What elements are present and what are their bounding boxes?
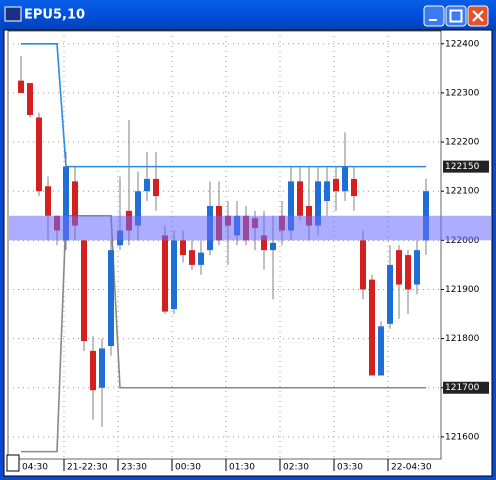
x-tick-label: 04:30 — [22, 463, 48, 473]
price-label-box — [443, 160, 489, 173]
candle-body — [306, 205, 312, 226]
y-tick-label: 121600 — [445, 432, 480, 442]
candle-body — [144, 178, 150, 192]
y-tick-label: 122300 — [445, 88, 480, 98]
candle-body — [72, 181, 78, 226]
candle-body — [99, 348, 105, 388]
x-tick-label: 01:30 — [229, 463, 255, 473]
y-tick-label: 121800 — [445, 334, 480, 344]
indicator-line — [21, 42, 426, 168]
price-label-box — [443, 381, 489, 394]
x-tick-label: 02:30 — [283, 463, 309, 473]
candle-body — [36, 117, 42, 192]
candle-body — [63, 166, 69, 241]
candle-body — [108, 250, 114, 346]
candle-body — [45, 186, 51, 216]
candle-body — [171, 240, 177, 310]
price-label: 121700 — [445, 383, 480, 393]
x-tick-label: 23:30 — [121, 463, 147, 473]
candle-body — [27, 83, 33, 116]
candle-body — [162, 235, 168, 312]
indicator-line — [21, 214, 426, 453]
candle-body — [90, 350, 96, 391]
candle-body — [180, 240, 186, 256]
price-band — [9, 215, 491, 241]
candle-body — [297, 181, 303, 216]
candle-body — [189, 250, 195, 265]
x-tick-label: 00:30 — [175, 463, 201, 473]
x-tick-label: 21-22:30 — [67, 463, 108, 473]
y-tick-label: 122000 — [445, 236, 480, 246]
candle-body — [396, 250, 402, 285]
candle-body — [414, 250, 420, 285]
candle-body — [261, 235, 267, 251]
app-icon — [4, 6, 22, 22]
plot-area — [7, 30, 442, 460]
y-tick-label: 122100 — [445, 187, 480, 197]
maximize-button[interactable] — [445, 5, 467, 27]
candle-body — [342, 166, 348, 192]
candle-body — [135, 191, 141, 226]
corner-box[interactable] — [6, 454, 20, 472]
price-label: 122150 — [445, 162, 480, 172]
x-tick-label: 22-04:30 — [391, 463, 432, 473]
candle-body — [153, 178, 159, 197]
candle-body — [81, 240, 87, 342]
candle-body — [360, 240, 366, 290]
window-title: EPU5,10 — [24, 8, 85, 23]
y-tick-label: 122400 — [445, 39, 480, 49]
candle-body — [369, 279, 375, 376]
x-tick-label: 03:30 — [337, 463, 363, 473]
candle-body — [351, 178, 357, 197]
candle-body — [333, 178, 339, 192]
candle-body — [270, 242, 276, 251]
y-tick-label: 121900 — [445, 285, 480, 295]
candle-body — [405, 255, 411, 290]
minimize-button[interactable] — [423, 5, 445, 27]
candle-body — [288, 181, 294, 231]
close-button[interactable] — [467, 5, 489, 27]
candle-body — [378, 326, 384, 376]
candle-body — [18, 80, 24, 93]
y-tick-label: 122200 — [445, 138, 480, 148]
candle-body — [315, 181, 321, 226]
candle-body — [387, 264, 393, 324]
candle-body — [198, 252, 204, 265]
candle-body — [324, 181, 330, 202]
title-bar[interactable] — [0, 0, 496, 30]
